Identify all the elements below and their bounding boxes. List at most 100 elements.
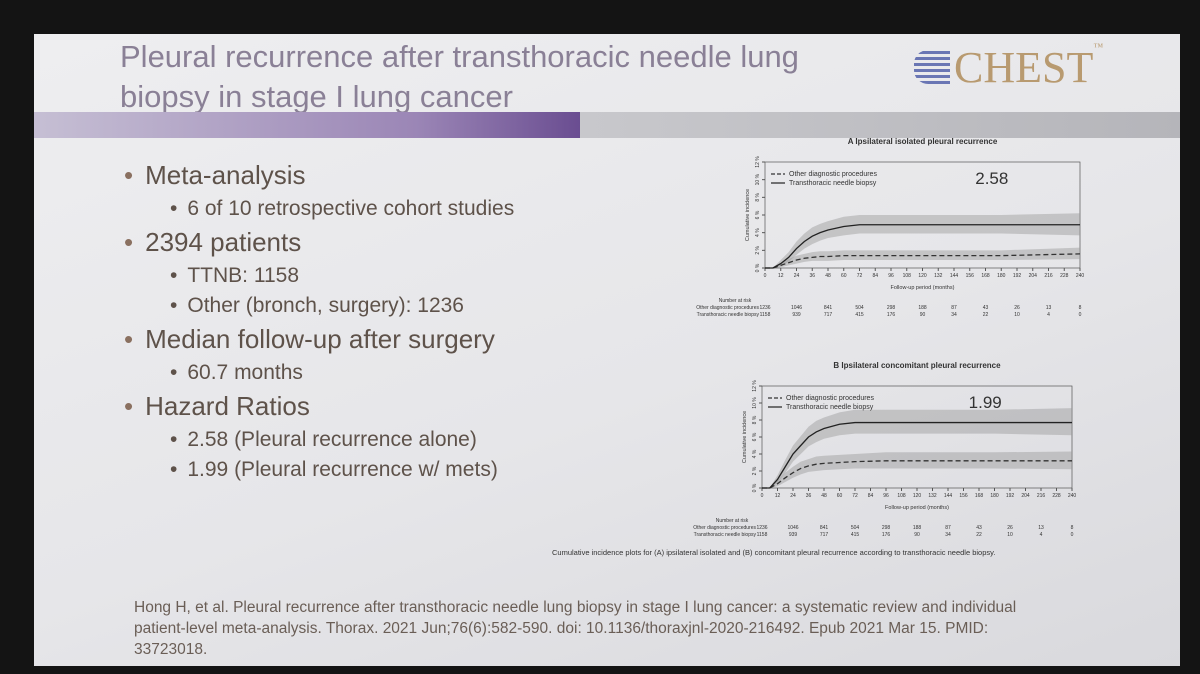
risk-count: 1158 — [757, 532, 768, 538]
sub-bullet: 1.99 (Pleural recurrence w/ mets) — [170, 458, 724, 482]
x-tick-label: 36 — [806, 493, 812, 499]
y-tick-label: 12 % — [755, 156, 761, 168]
charts: A Ipsilateral isolated pleural recurrenc… — [552, 137, 1085, 557]
y-tick-label: 2 % — [755, 245, 761, 254]
risk-count: 841 — [820, 525, 829, 531]
x-tick-label: 216 — [1044, 273, 1053, 279]
risk-count: 34 — [945, 532, 951, 538]
risk-count: 176 — [882, 532, 891, 538]
risk-row-name: Other diagnostic procedures — [693, 525, 756, 531]
x-tick-label: 12 — [775, 493, 781, 499]
y-tick-label: 8 % — [752, 415, 758, 424]
annotation: 2.58 — [975, 169, 1008, 188]
logo-tm: ™ — [1093, 42, 1104, 53]
risk-count: 8 — [1071, 525, 1074, 531]
x-tick-label: 72 — [857, 273, 863, 279]
x-tick-label: 240 — [1068, 493, 1077, 499]
x-tick-label: 192 — [1013, 273, 1022, 279]
curve — [765, 253, 1081, 269]
x-tick-label: 132 — [928, 493, 937, 499]
x-tick-label: 108 — [897, 493, 906, 499]
x-tick-label: 216 — [1037, 493, 1046, 499]
risk-count: 415 — [851, 532, 860, 538]
x-tick-label: 240 — [1076, 273, 1085, 279]
slide: Pleural recurrence after transthoracic n… — [34, 34, 1180, 666]
y-tick-label: 6 % — [752, 432, 758, 441]
risk-count: 34 — [951, 312, 957, 318]
risk-count: 504 — [851, 525, 860, 531]
accent-bar — [34, 112, 580, 138]
x-tick-label: 132 — [934, 273, 943, 279]
risk-label: Number at risk — [716, 518, 749, 524]
risk-count: 87 — [945, 525, 951, 531]
y-tick-label: 0 % — [752, 483, 758, 492]
x-tick-label: 0 — [761, 493, 764, 499]
x-tick-label: 144 — [944, 493, 953, 499]
risk-count: 4 — [1040, 532, 1043, 538]
risk-count: 26 — [1014, 305, 1020, 311]
risk-count: 188 — [918, 305, 927, 311]
accent-bar — [580, 112, 1180, 138]
slide-title: Pleural recurrence after transthoracic n… — [120, 39, 799, 114]
risk-count: 26 — [1007, 525, 1013, 531]
risk-count: 298 — [882, 525, 891, 531]
y-tick-label: 8 % — [755, 192, 761, 201]
risk-count: 176 — [887, 312, 896, 318]
chart-title: B Ipsilateral concomitant pleural recurr… — [833, 361, 1001, 370]
logo: CHEST™ — [914, 42, 1103, 93]
x-tick-label: 120 — [913, 493, 922, 499]
sub-bullet: 6 of 10 retrospective cohort studies — [170, 197, 724, 221]
risk-count: 87 — [951, 305, 957, 311]
x-tick-label: 0 — [764, 273, 767, 279]
risk-count: 22 — [976, 532, 982, 538]
x-tick-label: 156 — [959, 493, 968, 499]
y-axis-label: Cumulative incidence — [742, 411, 748, 463]
sub-bullet: 60.7 months — [170, 361, 724, 385]
sub-bullet: Other (bronch, surgery): 1236 — [170, 294, 724, 318]
legend-label: Transthoracic needle biopsy — [789, 180, 877, 187]
bullet: 2394 patients — [124, 227, 724, 258]
y-tick-label: 12 % — [752, 380, 758, 392]
risk-count: 188 — [913, 525, 922, 531]
x-tick-label: 204 — [1021, 493, 1030, 499]
curve — [762, 421, 1072, 489]
risk-count: 1046 — [787, 525, 798, 531]
figure-caption: Cumulative incidence plots for (A) ipsil… — [552, 548, 995, 557]
risk-count: 0 — [1079, 312, 1082, 318]
y-tick-label: 4 % — [755, 228, 761, 237]
legend-label: Other diagnostic procedures — [789, 171, 877, 178]
x-tick-label: 204 — [1029, 273, 1038, 279]
logo-mark — [914, 50, 950, 84]
confidence-band — [765, 247, 1080, 268]
x-tick-label: 60 — [841, 273, 847, 279]
y-tick-label: 2 % — [752, 466, 758, 475]
risk-count: 8 — [1079, 305, 1082, 311]
risk-count: 717 — [820, 532, 829, 538]
logo-text: CHEST — [954, 43, 1094, 92]
risk-count: 1236 — [756, 525, 767, 531]
bullet: Median follow-up after surgery — [124, 324, 724, 355]
risk-row-name: Transthoracic needle biopsy — [697, 312, 760, 318]
risk-count: 4 — [1047, 312, 1050, 318]
risk-count: 90 — [914, 532, 920, 538]
x-tick-label: 48 — [825, 273, 831, 279]
y-tick-label: 10 % — [755, 173, 761, 185]
x-tick-label: 96 — [888, 273, 894, 279]
y-tick-label: 6 % — [755, 210, 761, 219]
risk-count: 10 — [1007, 532, 1013, 538]
risk-count: 22 — [983, 312, 989, 318]
x-tick-label: 228 — [1060, 273, 1069, 279]
y-tick-label: 10 % — [752, 397, 758, 409]
x-tick-label: 108 — [903, 273, 912, 279]
risk-count: 939 — [789, 532, 798, 538]
x-tick-label: 36 — [809, 273, 815, 279]
bullet: Hazard Ratios — [124, 391, 724, 422]
risk-count: 13 — [1038, 525, 1044, 531]
y-axis-label: Cumulative incidence — [745, 189, 751, 241]
x-tick-label: 24 — [794, 273, 800, 279]
x-tick-label: 12 — [778, 273, 784, 279]
citation: Hong H, et al. Pleural recurrence after … — [134, 599, 1017, 658]
curve — [765, 224, 1080, 269]
risk-count: 504 — [855, 305, 864, 311]
